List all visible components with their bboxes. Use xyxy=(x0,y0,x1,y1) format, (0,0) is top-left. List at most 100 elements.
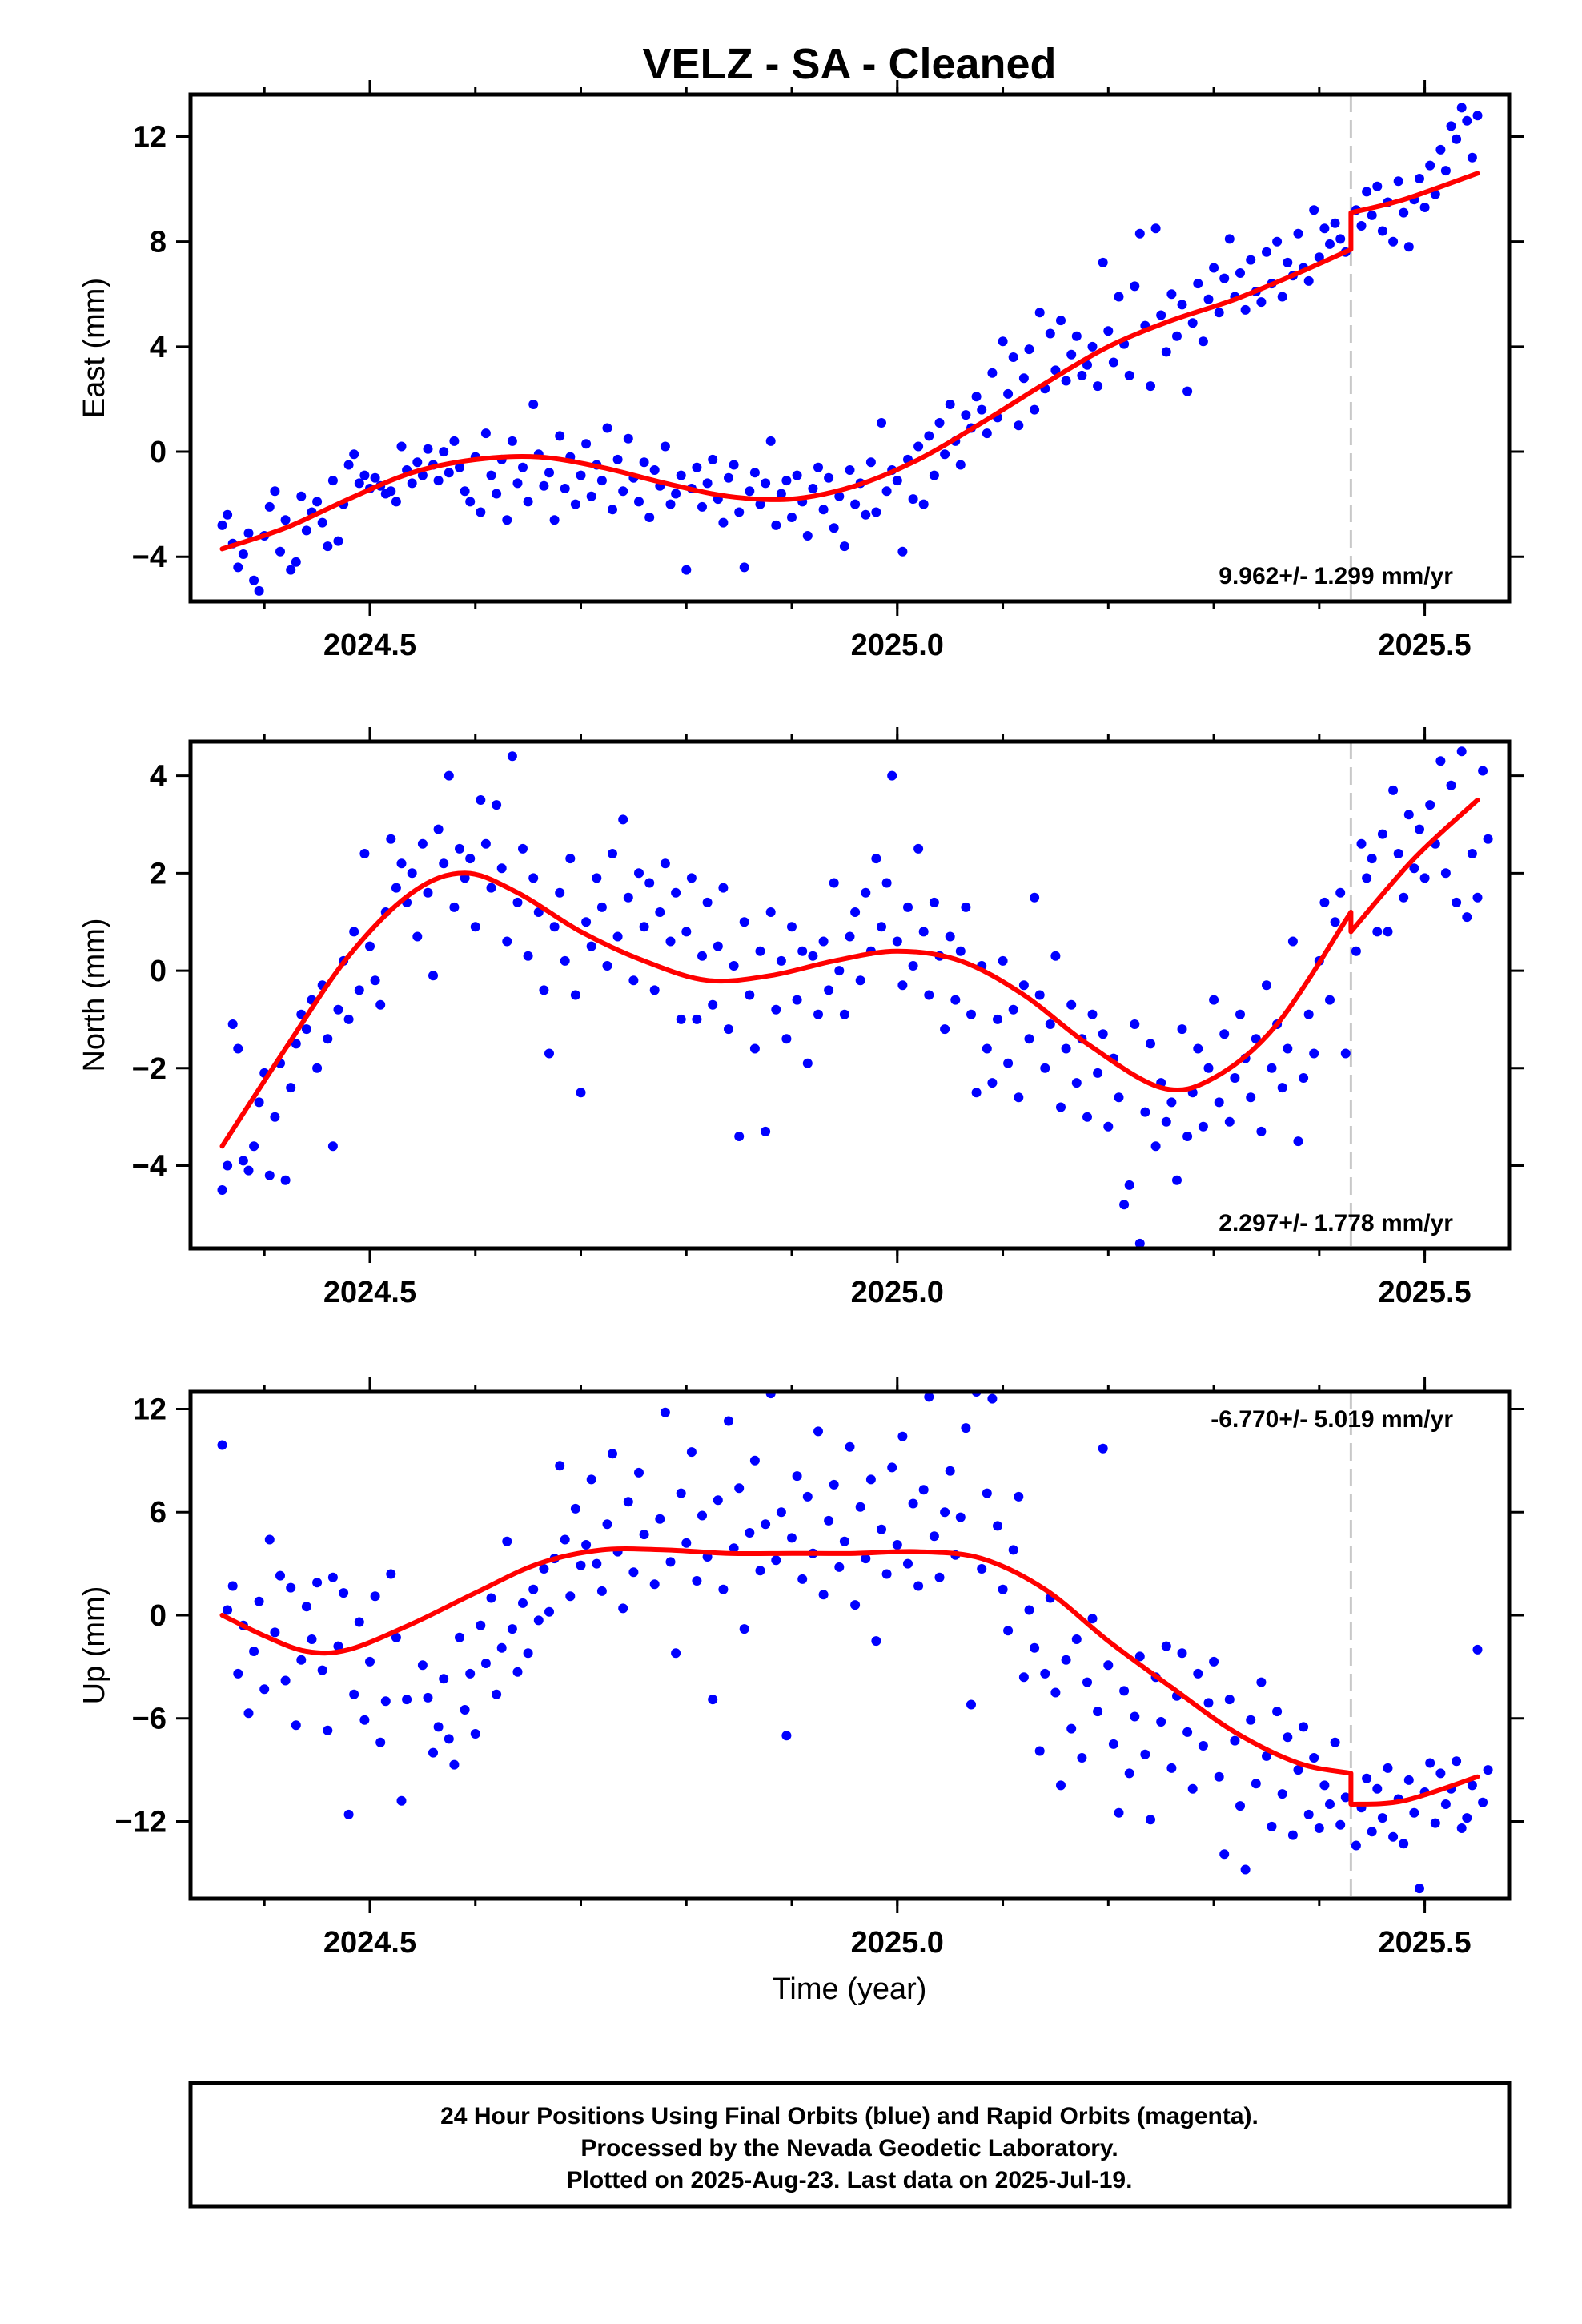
north-data-point xyxy=(354,985,364,995)
north-data-point xyxy=(824,985,834,995)
east-data-point xyxy=(787,513,797,522)
up-data-point xyxy=(280,1675,291,1686)
up-data-point xyxy=(1425,1758,1435,1768)
east-data-point xyxy=(291,557,301,567)
east-data-point xyxy=(861,509,871,520)
up-data-point xyxy=(913,1581,924,1591)
east-data-point xyxy=(918,499,929,509)
up-data-point xyxy=(1014,1491,1024,1502)
north-data-point xyxy=(1018,980,1029,991)
up-data-point xyxy=(496,1642,507,1653)
up-data-point xyxy=(1193,1668,1203,1679)
north-data-point xyxy=(1224,1116,1235,1127)
north-data-point xyxy=(549,922,560,932)
up-data-point xyxy=(470,1729,480,1739)
north-data-point xyxy=(1098,1029,1108,1039)
north-data-point xyxy=(480,838,491,849)
up-data-point xyxy=(729,1543,739,1554)
north-data-point xyxy=(407,868,417,879)
north-data-point xyxy=(1319,897,1330,907)
up-data-point xyxy=(934,1572,945,1582)
north-data-point xyxy=(1299,1073,1309,1083)
east-data-point xyxy=(913,441,924,452)
up-data-point xyxy=(671,1648,681,1659)
east-y-tick-label: −4 xyxy=(132,541,167,574)
up-data-point xyxy=(676,1488,686,1498)
north-data-point xyxy=(1287,936,1298,947)
north-data-point xyxy=(813,1009,823,1019)
east-data-point xyxy=(1240,304,1251,315)
up-data-point xyxy=(1340,1792,1351,1803)
north-data-point xyxy=(1235,1009,1245,1019)
up-y-tick-label: 12 xyxy=(133,1393,167,1426)
east-data-point xyxy=(1330,218,1340,228)
up-data-point xyxy=(455,1632,464,1642)
north-data-point xyxy=(280,1175,291,1185)
north-data-point xyxy=(1335,887,1346,898)
north-data-point xyxy=(913,843,924,854)
up-data-point xyxy=(797,1574,808,1584)
east-data-point xyxy=(1403,242,1414,252)
up-data-point xyxy=(1050,1687,1061,1698)
east-data-point xyxy=(808,484,818,493)
up-data-point xyxy=(327,1572,338,1582)
up-data-point xyxy=(1034,1746,1045,1756)
north-data-point xyxy=(528,873,539,883)
up-y-tick-label: −12 xyxy=(115,1805,167,1839)
up-data-point xyxy=(1277,1789,1287,1799)
east-data-point xyxy=(486,470,496,480)
up-data-point xyxy=(339,1588,349,1598)
north-y-tick-label: 2 xyxy=(150,857,167,891)
north-data-point xyxy=(1087,1009,1098,1019)
north-data-point xyxy=(217,1185,227,1195)
east-data-point xyxy=(745,486,755,497)
east-data-point xyxy=(623,433,633,444)
north-data-point xyxy=(708,999,718,1010)
north-data-point xyxy=(576,1088,586,1098)
up-data-point xyxy=(887,1462,897,1473)
north-data-point xyxy=(1367,854,1377,864)
north-data-point xyxy=(518,843,528,854)
north-data-point xyxy=(818,936,829,947)
north-data-point xyxy=(1267,1063,1277,1073)
east-data-point xyxy=(1008,352,1018,362)
up-data-point xyxy=(961,1423,971,1433)
east-data-point xyxy=(544,468,554,478)
up-data-point xyxy=(982,1488,992,1498)
north-data-point xyxy=(608,849,617,858)
up-data-point xyxy=(507,1624,517,1634)
east-data-point xyxy=(892,476,902,486)
east-data-point xyxy=(1187,318,1198,328)
up-frame xyxy=(188,1389,1512,1901)
north-data-point xyxy=(713,941,723,951)
up-data-point xyxy=(1435,1768,1446,1779)
north-data-point xyxy=(881,878,892,888)
up-data-point xyxy=(433,1722,444,1732)
east-data-point xyxy=(449,436,460,446)
north-data-point xyxy=(592,873,602,883)
east-data-point xyxy=(249,575,259,585)
north-data-point xyxy=(1446,780,1456,790)
up-data-point xyxy=(217,1440,227,1450)
east-data-point xyxy=(1114,292,1124,302)
up-data-point xyxy=(602,1519,612,1530)
up-data-point xyxy=(734,1483,745,1494)
up-data-point xyxy=(317,1665,327,1675)
up-data-point xyxy=(839,1536,849,1546)
up-data-point xyxy=(1130,1711,1140,1722)
east-data-point xyxy=(1146,381,1155,392)
up-data-point xyxy=(1440,1799,1451,1809)
east-data-point xyxy=(270,486,280,497)
north-data-point xyxy=(264,1170,275,1180)
east-data-point xyxy=(987,368,998,378)
up-x-tick-label: 2025.5 xyxy=(1378,1926,1471,1960)
north-data-point xyxy=(892,936,902,947)
east-data-point xyxy=(1077,370,1087,380)
east-data-point xyxy=(1362,187,1372,197)
up-data-point xyxy=(312,1578,323,1588)
east-data-point xyxy=(1219,273,1230,283)
north-data-point xyxy=(929,897,939,907)
north-data-point xyxy=(987,1078,998,1088)
east-data-point xyxy=(1108,357,1118,368)
